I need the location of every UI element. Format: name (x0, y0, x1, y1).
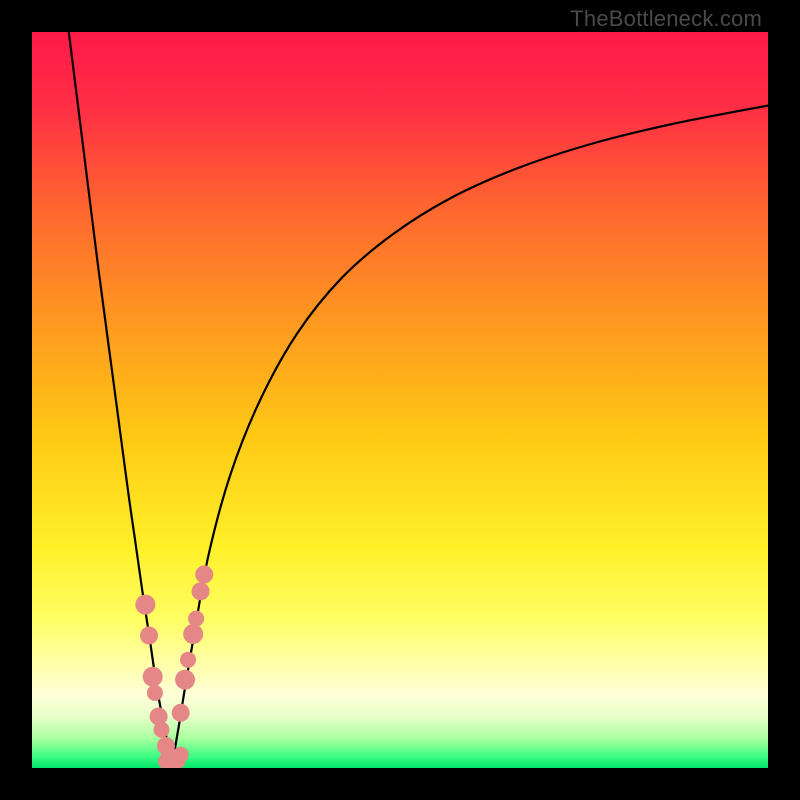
marker-dot (183, 624, 203, 644)
curve-right (172, 106, 768, 768)
marker-dot (135, 595, 155, 615)
curve-left (69, 32, 172, 768)
marker-dot (180, 652, 196, 668)
plot-area (32, 32, 768, 768)
marker-dot (192, 582, 210, 600)
marker-dot (195, 565, 213, 583)
marker-dot (154, 722, 170, 738)
marker-dot (175, 670, 195, 690)
marker-dot (173, 747, 189, 763)
marker-dot (188, 611, 204, 627)
marker-dot (143, 667, 163, 687)
marker-dot (140, 627, 158, 645)
marker-dot (147, 685, 163, 701)
chart-root: TheBottleneck.com (0, 0, 800, 800)
watermark-label: TheBottleneck.com (570, 6, 762, 32)
curves-svg (32, 32, 768, 768)
marker-dot (172, 704, 190, 722)
